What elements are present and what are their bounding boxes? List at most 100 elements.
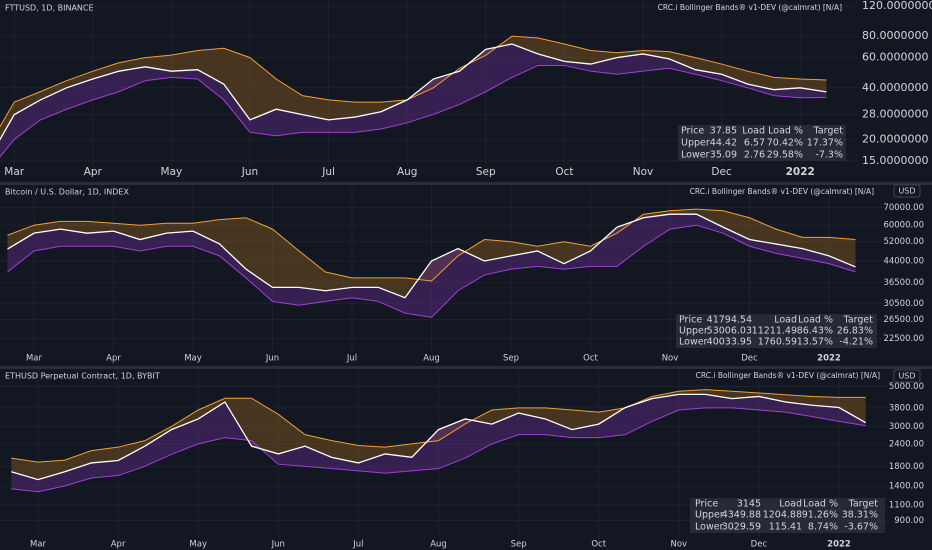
panel-separator bbox=[0, 366, 932, 369]
x-tick-label: Dec bbox=[751, 540, 768, 550]
table-cell: 2.76 bbox=[744, 150, 765, 161]
x-tick-label: May bbox=[189, 540, 207, 550]
unit-label: USD bbox=[898, 372, 915, 381]
y-tick-label: 80.0000000 bbox=[862, 29, 928, 42]
x-tick-label: 2022 bbox=[827, 540, 851, 550]
table-value: 44.42 bbox=[710, 138, 737, 149]
table-cell: 29.58% bbox=[767, 150, 803, 161]
y-tick-label: 3000.00 bbox=[889, 422, 924, 432]
y-tick-label: 5000.00 bbox=[889, 382, 924, 392]
x-tick-label: Aug bbox=[423, 354, 440, 364]
y-tick-label: 120.0000000 bbox=[862, 0, 932, 12]
x-tick-label: Apr bbox=[84, 166, 103, 178]
x-tick-label: Mar bbox=[30, 540, 47, 550]
lower-band-line bbox=[7, 224, 856, 318]
y-tick-label: 2400.00 bbox=[889, 439, 924, 449]
lower-band-line bbox=[11, 407, 866, 493]
table-header: Load % bbox=[798, 315, 833, 326]
table-background bbox=[678, 125, 846, 161]
y-tick-label: 70000.00 bbox=[883, 203, 924, 213]
plot-area bbox=[0, 185, 884, 352]
table-cell: 1204.88 bbox=[763, 510, 802, 521]
table-price: 3145 bbox=[737, 499, 761, 510]
y-tick-label: 1400.00 bbox=[889, 481, 924, 491]
x-tick-label: Jun bbox=[265, 354, 279, 364]
unit-box bbox=[893, 369, 921, 383]
x-tick-label: Jul bbox=[346, 354, 357, 364]
y-tick-label: 36500.00 bbox=[883, 278, 924, 288]
table-label: Upper bbox=[681, 138, 710, 149]
x-tick-label: 2022 bbox=[786, 166, 815, 178]
x-tick-label: Sep bbox=[503, 354, 519, 364]
table-cell: 13.57% bbox=[797, 337, 833, 348]
table-cell: 11211.49 bbox=[752, 326, 797, 337]
y-tick-label: 1800.00 bbox=[889, 462, 924, 472]
lower-band-fill bbox=[0, 44, 827, 157]
x-tick-label: Nov bbox=[633, 166, 654, 178]
y-tick-label: 52000.00 bbox=[883, 237, 924, 247]
x-tick-label: May bbox=[184, 354, 202, 364]
y-tick-label: 30500.00 bbox=[883, 299, 924, 309]
y-tick-label: 60.0000000 bbox=[862, 51, 928, 64]
table-header: Load bbox=[779, 499, 802, 510]
x-tick-label: Mar bbox=[4, 166, 24, 178]
y-tick-label: 26500.00 bbox=[883, 315, 924, 325]
x-tick-label: May bbox=[161, 166, 183, 178]
unit-label: USD bbox=[898, 187, 915, 196]
table-background bbox=[690, 498, 885, 533]
x-tick-label: Dec bbox=[711, 166, 732, 178]
table-cell: 115.41 bbox=[769, 522, 802, 533]
table-label: Upper bbox=[695, 510, 724, 521]
table-label: Upper bbox=[679, 326, 708, 337]
lower-band-line bbox=[0, 64, 827, 158]
table-cell: 6.57 bbox=[744, 138, 765, 149]
table-cell: 70.42% bbox=[767, 138, 803, 149]
price-line bbox=[7, 213, 856, 299]
table-header: Load % bbox=[803, 499, 838, 510]
price-line bbox=[11, 393, 867, 481]
y-tick-label: 28.0000000 bbox=[862, 107, 928, 120]
y-tick-label: 22500.00 bbox=[883, 334, 924, 344]
table-label: Lower bbox=[681, 150, 710, 161]
indicator-label: CRC.i Bollinger Bands® v1-DEV (@calmrat)… bbox=[690, 187, 874, 196]
chart-title: ETHUSD Perpetual Contract, 1D, BYBIT bbox=[5, 372, 160, 381]
table-cell: -4.21% bbox=[839, 337, 873, 348]
x-tick-label: 2022 bbox=[817, 354, 841, 364]
table-price: 41794.54 bbox=[707, 315, 752, 326]
x-tick-label: Jun bbox=[271, 540, 285, 550]
table-header: Load % bbox=[768, 126, 803, 137]
table-cell: 1760.59 bbox=[758, 337, 797, 348]
lower-band-fill bbox=[11, 394, 866, 492]
table-price: 37.85 bbox=[710, 126, 737, 137]
chart-title: FTTUSD, 1D, BINANCE bbox=[5, 4, 94, 13]
price-line bbox=[0, 43, 827, 141]
y-tick-label: 1100.00 bbox=[889, 500, 924, 510]
upper-band-fill bbox=[0, 36, 827, 140]
x-tick-label: Jul bbox=[352, 540, 363, 550]
x-tick-label: Jun bbox=[241, 166, 258, 178]
upper-band-line bbox=[7, 208, 856, 282]
plot-area bbox=[0, 0, 858, 166]
unit-box bbox=[893, 184, 921, 198]
y-tick-label: 40.0000000 bbox=[862, 81, 928, 94]
y-tick-label: 15.0000000 bbox=[862, 154, 928, 167]
table-header: Target bbox=[813, 126, 844, 137]
table-cell: -3.67% bbox=[844, 522, 878, 533]
table-value: 3029.59 bbox=[722, 522, 761, 533]
table-cell: -7.3% bbox=[815, 150, 843, 161]
table-cell: 38.31% bbox=[842, 510, 878, 521]
table-header: Target bbox=[848, 499, 879, 510]
table-value: 4349.88 bbox=[722, 510, 761, 521]
y-tick-label: 60000.00 bbox=[883, 221, 924, 231]
table-cell: 86.43% bbox=[797, 326, 833, 337]
x-tick-label: Apr bbox=[106, 354, 121, 364]
x-tick-label: Aug bbox=[430, 540, 447, 550]
indicator-label: CRC.i Bollinger Bands® v1-DEV (@calmrat)… bbox=[696, 371, 880, 380]
x-tick-label: Dec bbox=[741, 354, 758, 364]
table-value: 53006.03 bbox=[707, 326, 752, 337]
chart-title: Bitcoin / U.S. Dollar, 1D, INDEX bbox=[5, 188, 129, 197]
x-tick-label: Oct bbox=[583, 354, 598, 364]
x-tick-label: Nov bbox=[671, 540, 688, 550]
panel-separator bbox=[0, 182, 932, 185]
